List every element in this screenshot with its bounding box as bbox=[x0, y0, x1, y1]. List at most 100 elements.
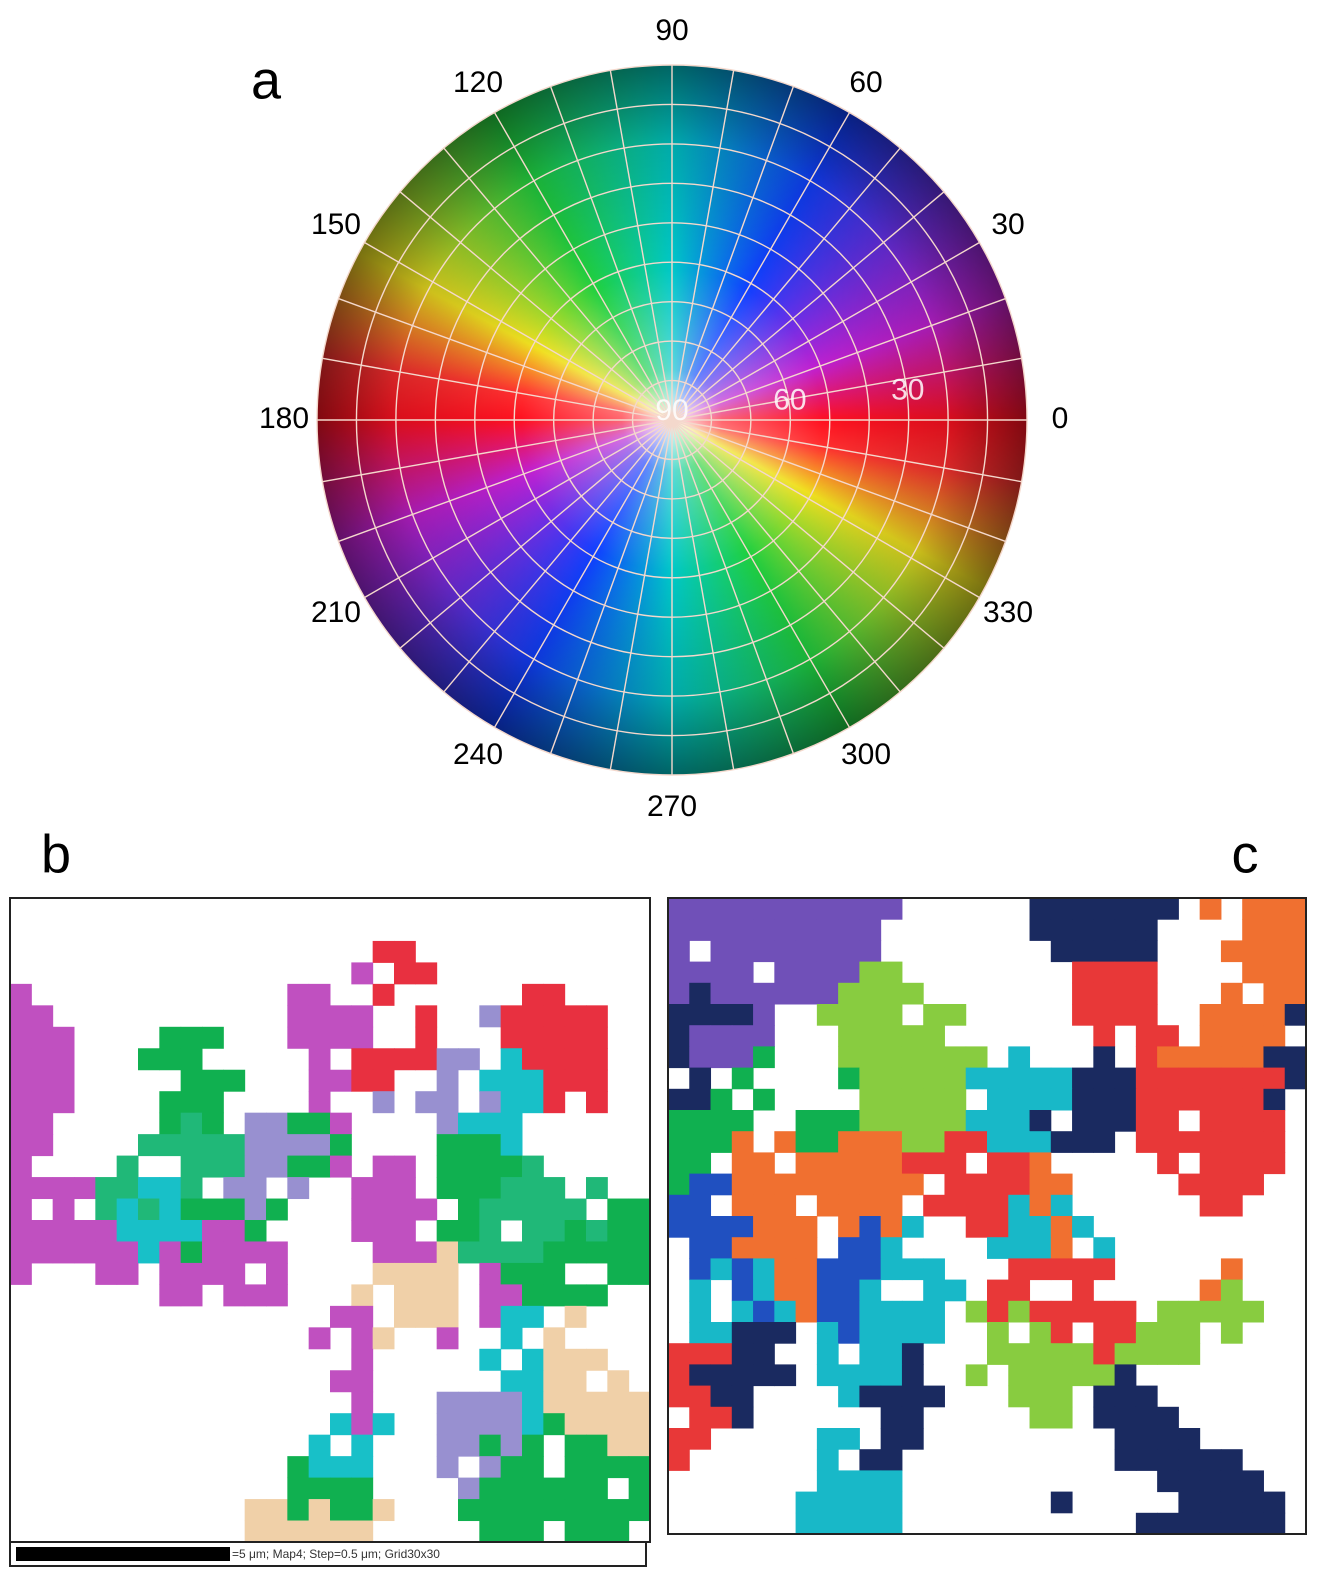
map-pixel bbox=[1221, 1089, 1243, 1111]
map-pixel bbox=[732, 940, 754, 962]
map-pixel bbox=[838, 1068, 860, 1090]
map-pixel bbox=[1200, 1046, 1222, 1068]
map-pixel bbox=[881, 1449, 903, 1471]
map-pixel bbox=[522, 1349, 544, 1371]
map-pixel bbox=[838, 1428, 860, 1450]
map-pixel bbox=[1242, 962, 1264, 984]
map-pixel bbox=[415, 1048, 437, 1070]
map-pixel bbox=[796, 1174, 818, 1196]
map-pixel bbox=[838, 1386, 860, 1408]
map-pixel bbox=[458, 1134, 480, 1156]
map-pixel bbox=[711, 1110, 733, 1132]
map-pixel bbox=[838, 1131, 860, 1153]
map-pixel bbox=[565, 1392, 587, 1414]
map-pixel bbox=[902, 1322, 924, 1344]
map-pixel bbox=[689, 1407, 711, 1429]
map-pixel bbox=[1242, 1004, 1264, 1026]
map-pixel bbox=[437, 1456, 459, 1478]
map-pixel bbox=[138, 1199, 160, 1221]
map-pixel bbox=[138, 1241, 160, 1263]
map-pixel bbox=[522, 984, 544, 1006]
map-pixel bbox=[1051, 1364, 1073, 1386]
azimuth-label: 300 bbox=[841, 738, 891, 771]
map-pixel bbox=[689, 962, 711, 984]
map-pixel bbox=[437, 1220, 459, 1242]
map-pixel bbox=[753, 1004, 775, 1026]
map-pixel bbox=[1285, 1004, 1307, 1026]
map-pixel bbox=[1051, 1089, 1073, 1111]
map-pixel bbox=[689, 1004, 711, 1026]
dip-label: 60 bbox=[773, 384, 806, 417]
map-pixel bbox=[732, 1386, 754, 1408]
map-pixel bbox=[394, 1241, 416, 1263]
map-pixel bbox=[838, 1322, 860, 1344]
map-pixel bbox=[202, 1134, 224, 1156]
map-pixel bbox=[1136, 1089, 1158, 1111]
map-pixel bbox=[1242, 1492, 1264, 1514]
map-pixel bbox=[565, 1413, 587, 1435]
map-pixel bbox=[586, 1413, 608, 1435]
map-pixel bbox=[774, 1195, 796, 1217]
map-pixel bbox=[966, 1216, 988, 1238]
map-pixel bbox=[859, 940, 881, 962]
map-pixel bbox=[1136, 940, 1158, 962]
map-pixel bbox=[181, 1048, 203, 1070]
map-pixel bbox=[543, 1220, 565, 1242]
map-pixel bbox=[479, 1435, 501, 1457]
map-pixel bbox=[1221, 1322, 1243, 1344]
scale-bar-text: =5 μm; Map4; Step=0.5 μm; Grid30x30 bbox=[232, 1547, 440, 1561]
map-pixel bbox=[501, 1327, 523, 1349]
map-pixel bbox=[415, 1005, 437, 1027]
map-pixel bbox=[732, 1280, 754, 1302]
map-pixel bbox=[923, 1322, 945, 1344]
map-pixel bbox=[881, 1025, 903, 1047]
map-pixel bbox=[838, 1110, 860, 1132]
map-pixel bbox=[543, 1499, 565, 1521]
map-pixel bbox=[1263, 1025, 1285, 1047]
map-pixel bbox=[668, 1195, 690, 1217]
map-pixel bbox=[1200, 1110, 1222, 1132]
map-pixel bbox=[479, 1456, 501, 1478]
map-pixel bbox=[287, 1478, 309, 1500]
map-pixel bbox=[543, 1177, 565, 1199]
map-pixel bbox=[1093, 1131, 1115, 1153]
map-pixel bbox=[1072, 1364, 1094, 1386]
map-pixel bbox=[1030, 1089, 1052, 1111]
map-pixel bbox=[796, 1492, 818, 1514]
map-pixel bbox=[838, 919, 860, 941]
map-pixel bbox=[394, 1048, 416, 1070]
map-pixel bbox=[1157, 1152, 1179, 1174]
map-pixel bbox=[859, 1152, 881, 1174]
map-pixel bbox=[10, 1134, 32, 1156]
map-pixel bbox=[1263, 1110, 1285, 1132]
map-pixel bbox=[711, 1237, 733, 1259]
map-pixel bbox=[501, 1478, 523, 1500]
map-pixel bbox=[586, 1349, 608, 1371]
map-pixel bbox=[1008, 1046, 1030, 1068]
map-pixel bbox=[522, 1220, 544, 1242]
map-pixel bbox=[586, 1005, 608, 1027]
map-pixel bbox=[1200, 1513, 1222, 1535]
map-pixel bbox=[1200, 1025, 1222, 1047]
map-pixel bbox=[10, 984, 32, 1006]
map-pixel bbox=[607, 1199, 629, 1221]
map-pixel bbox=[479, 1241, 501, 1263]
map-pixel bbox=[1030, 1216, 1052, 1238]
map-pixel bbox=[522, 1263, 544, 1285]
map-pixel bbox=[10, 1027, 32, 1049]
map-pixel bbox=[202, 1113, 224, 1135]
map-pixel bbox=[1178, 1068, 1200, 1090]
map-pixel bbox=[501, 1413, 523, 1435]
map-pixel bbox=[753, 1046, 775, 1068]
map-pixel bbox=[987, 1089, 1009, 1111]
map-pixel bbox=[966, 1068, 988, 1090]
map-pixel bbox=[1200, 1301, 1222, 1323]
map-pixel bbox=[1221, 1152, 1243, 1174]
map-pixel bbox=[1285, 919, 1307, 941]
map-pixel bbox=[1115, 1089, 1137, 1111]
map-pixel bbox=[711, 1258, 733, 1280]
map-pixel bbox=[838, 1216, 860, 1238]
map-pixel bbox=[415, 1263, 437, 1285]
map-pixel bbox=[522, 1478, 544, 1500]
map-pixel bbox=[522, 1027, 544, 1049]
